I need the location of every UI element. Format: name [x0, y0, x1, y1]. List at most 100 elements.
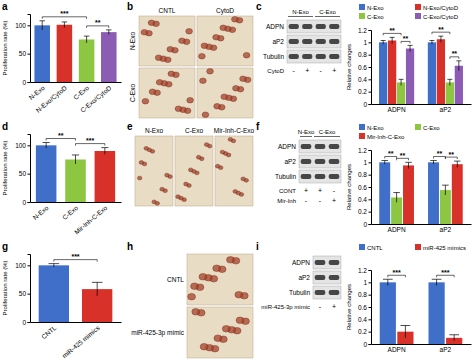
y-tick: 100	[15, 262, 30, 269]
cell	[139, 161, 144, 165]
y-tick: 0.8	[358, 291, 371, 298]
bar	[428, 42, 436, 104]
blot-band	[301, 159, 312, 164]
error-bar	[456, 61, 461, 71]
cell	[196, 155, 201, 159]
panel-label: h	[127, 241, 133, 252]
y-tick: 0.4	[358, 316, 371, 323]
tick-label: 0.6	[358, 304, 367, 311]
annotations: *****	[42, 10, 109, 28]
micrograph-background	[197, 16, 253, 66]
micrograph	[175, 136, 213, 206]
micrograph-background	[187, 254, 253, 305]
tick-label: N-Exo	[27, 84, 46, 101]
tick-mark	[28, 202, 31, 203]
plot-area	[379, 160, 462, 224]
blot-panel: N-ExoC-ExoADPNaP2TubulinCytoD-+-+	[263, 9, 341, 74]
tick-mark	[28, 322, 31, 323]
tick-mark	[369, 162, 372, 163]
error-line	[410, 45, 411, 51]
tick-label: 0	[363, 221, 367, 228]
cell	[156, 79, 163, 85]
tick-label: C-Exo/CytoD	[79, 84, 113, 115]
annotations: ********	[385, 150, 458, 160]
error-bar	[84, 36, 89, 43]
y-axis: 00.20.40.60.811.2	[358, 27, 372, 108]
cell	[240, 76, 247, 82]
significance-label: **	[389, 27, 395, 34]
error-cap	[101, 147, 108, 148]
tick-mark	[369, 67, 372, 68]
tick-mark	[28, 294, 31, 295]
blot-strip	[299, 170, 341, 183]
y-tick: 1	[363, 279, 371, 286]
error-cap	[408, 45, 413, 46]
y-tick: 100	[15, 22, 30, 29]
legend-swatch	[415, 124, 421, 130]
error-line	[42, 21, 43, 30]
legend-label: N-Exo	[367, 125, 384, 131]
figure: abcdefghi050100Proliferation rate (%)N-E…	[0, 0, 474, 360]
panel-label: e	[127, 121, 133, 132]
error-bar	[430, 160, 437, 164]
y-tick: 50	[19, 290, 30, 297]
cell	[213, 34, 220, 40]
tick-label: 0.4	[358, 196, 367, 203]
micrograph-background	[175, 136, 213, 206]
cell	[167, 46, 174, 52]
micrograph	[139, 16, 195, 66]
tick-mark	[369, 79, 372, 80]
error-line	[46, 143, 47, 149]
x-tick: ADPN	[388, 224, 406, 233]
y-axis: 050100	[15, 255, 30, 326]
plot-area	[379, 36, 463, 104]
axis-line	[372, 344, 472, 345]
error-bar	[408, 45, 413, 51]
error-line	[387, 279, 388, 285]
bar	[65, 160, 86, 203]
tick-label: 0.2	[358, 208, 367, 215]
tick-label: 0	[363, 101, 367, 108]
y-tick: 1.2	[358, 147, 371, 154]
panel-label: i	[256, 241, 259, 252]
cell	[220, 25, 227, 31]
background	[0, 0, 474, 360]
x-axis: ADPNaP2	[372, 104, 472, 113]
row-label: C-Exo	[129, 84, 136, 102]
plot-area	[380, 279, 463, 344]
legend-label: CNTL	[367, 245, 383, 251]
error-bar	[449, 335, 459, 341]
y-axis-title: Relative changes	[346, 284, 352, 330]
cell	[160, 187, 165, 191]
tick-label: 100	[15, 262, 26, 269]
tick-mark	[28, 265, 31, 266]
axis-line	[28, 15, 31, 83]
legend-entry: CNTL	[359, 244, 383, 251]
cell	[220, 150, 225, 154]
plot-area	[39, 264, 113, 322]
micrograph	[197, 16, 253, 66]
y-tick: 0.6	[358, 184, 371, 191]
error-bar	[101, 148, 108, 155]
significance-label: **	[95, 19, 101, 26]
micrograph	[197, 68, 253, 118]
significance-label: ***	[60, 10, 68, 17]
legend-entry: N-Exo	[359, 4, 384, 11]
tick-label: ADPN	[388, 226, 406, 233]
cell	[179, 38, 186, 44]
tick-label: 1	[363, 39, 367, 46]
tick-mark	[28, 25, 31, 26]
tick-label: ADPN	[388, 346, 406, 353]
cell	[165, 173, 170, 177]
tick-mark	[369, 187, 372, 188]
bar	[379, 42, 387, 104]
annotations: *****	[46, 132, 105, 146]
y-tick: 0.8	[358, 51, 371, 58]
bar	[95, 151, 116, 202]
legend-entry: C-Exo	[359, 13, 384, 20]
blot-panel: ADPNaP2TubulinmiR-425-3p mimic-+	[261, 256, 341, 310]
tick-label: ADPN	[388, 106, 406, 113]
blot-band	[329, 54, 339, 59]
cell	[201, 43, 208, 49]
legend-label: C-Exo	[367, 14, 384, 20]
